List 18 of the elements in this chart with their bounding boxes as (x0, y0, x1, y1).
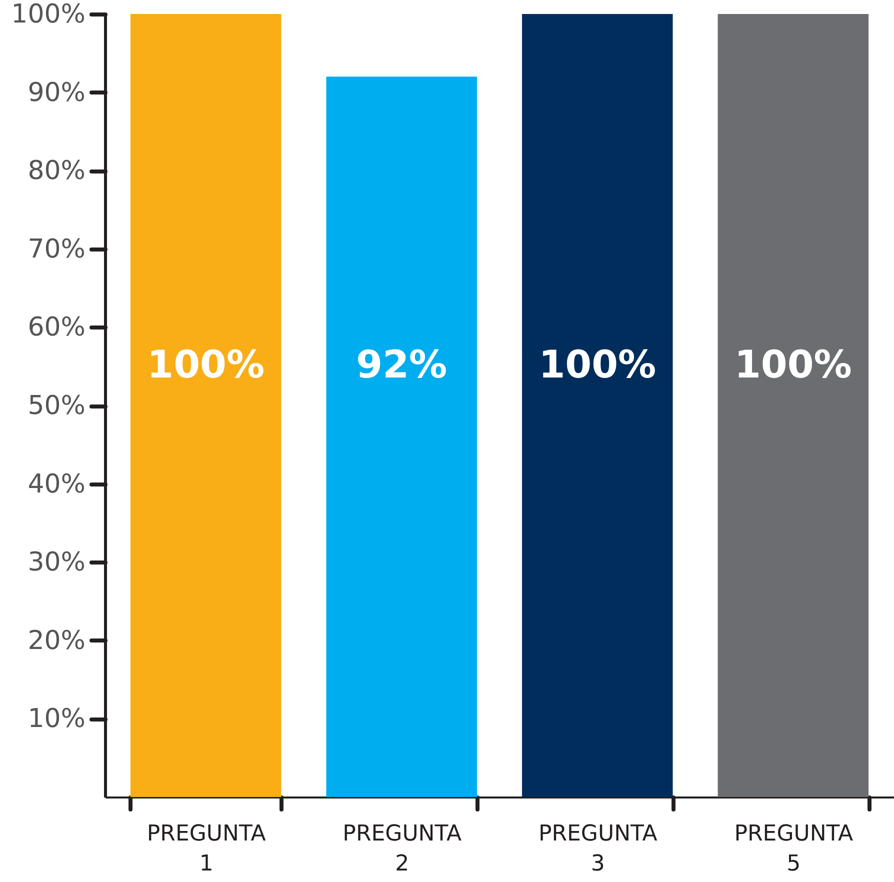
y-tick-label: 100% (11, 0, 86, 30)
y-tick-label: 20% (28, 626, 86, 656)
x-tick-label: PREGUNTA 1 (146, 822, 266, 876)
x-tick-label: PREGUNTA 3 (538, 822, 658, 876)
y-tick-label: 70% (28, 234, 86, 264)
data-label: 100% (147, 342, 265, 386)
data-label: 100% (734, 342, 852, 386)
data-label: 100% (538, 342, 656, 386)
x-tick-label: PREGUNTA 5 (734, 822, 854, 876)
y-tick-label: 30% (28, 548, 86, 578)
y-tick-label: 80% (28, 156, 86, 186)
y-tick-label: 90% (28, 78, 86, 108)
y-tick-label: 10% (28, 704, 86, 734)
y-tick-label: 60% (28, 312, 86, 343)
data-label: 92% (356, 342, 448, 386)
x-tick-label: PREGUNTA 2 (342, 822, 462, 876)
y-tick-label: 40% (28, 469, 86, 500)
y-tick-label: 50% (28, 391, 86, 421)
